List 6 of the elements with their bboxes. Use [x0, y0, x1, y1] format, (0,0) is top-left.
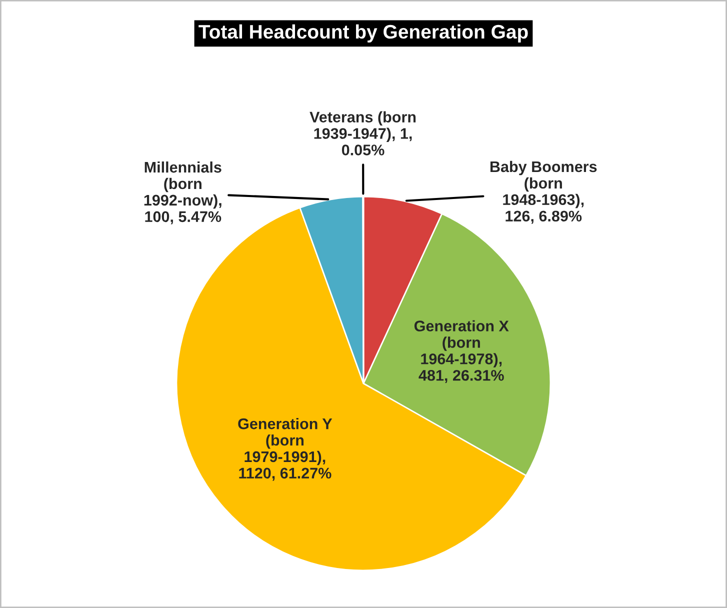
chart-title: Total Headcount by Generation Gap	[198, 24, 528, 43]
slice-label: Millennials (born 1992-now), 100, 5.47%	[144, 161, 222, 224]
slice-label: Veterans (born 1939-1947), 1, 0.05%	[310, 111, 416, 156]
slice-label: Baby Boomers (born 1948-1963), 126, 6.89%	[490, 160, 597, 224]
slice-label: Generation Y (born 1979-1991), 1120, 61.27%	[238, 418, 332, 481]
slice-label: Generation X (born 1964-1978), 481, 26.31%	[414, 320, 509, 383]
